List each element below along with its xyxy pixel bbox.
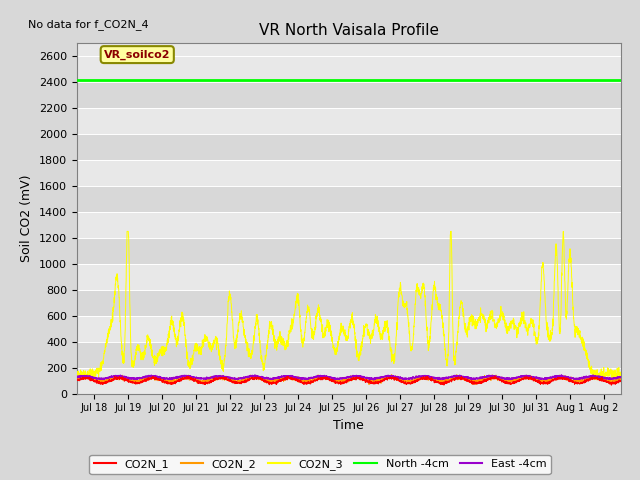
Title: VR North Vaisala Profile: VR North Vaisala Profile [259,23,439,38]
Bar [77,368,621,394]
X-axis label: Time: Time [333,419,364,432]
Bar [77,82,621,108]
Bar [77,290,621,316]
Legend: CO2N_1, CO2N_2, CO2N_3, North -4cm, East -4cm: CO2N_1, CO2N_2, CO2N_3, North -4cm, East… [90,455,550,474]
Bar [77,186,621,212]
Bar [77,108,621,134]
Bar [77,238,621,264]
Text: No data for f_CO2N_4: No data for f_CO2N_4 [28,19,148,30]
Bar [77,134,621,160]
Bar [77,342,621,368]
Text: VR_soilco2: VR_soilco2 [104,49,170,60]
Bar [77,316,621,342]
Bar [77,212,621,238]
Bar [77,160,621,186]
Bar [77,264,621,290]
Y-axis label: Soil CO2 (mV): Soil CO2 (mV) [20,175,33,262]
Bar [77,56,621,82]
